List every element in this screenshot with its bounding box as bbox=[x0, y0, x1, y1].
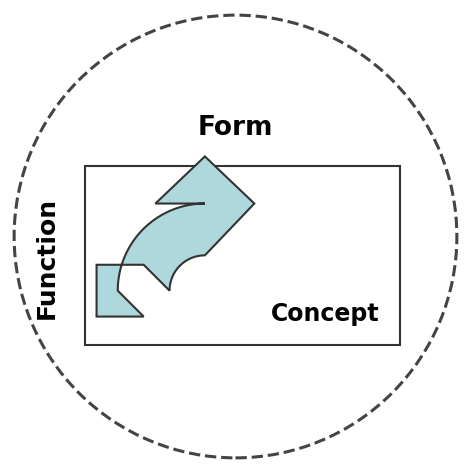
Text: Function: Function bbox=[35, 197, 59, 319]
Text: Concept: Concept bbox=[271, 302, 379, 326]
Polygon shape bbox=[97, 157, 254, 316]
Bar bbox=[85, 166, 400, 345]
Text: Form: Form bbox=[198, 115, 273, 141]
Circle shape bbox=[14, 15, 457, 458]
